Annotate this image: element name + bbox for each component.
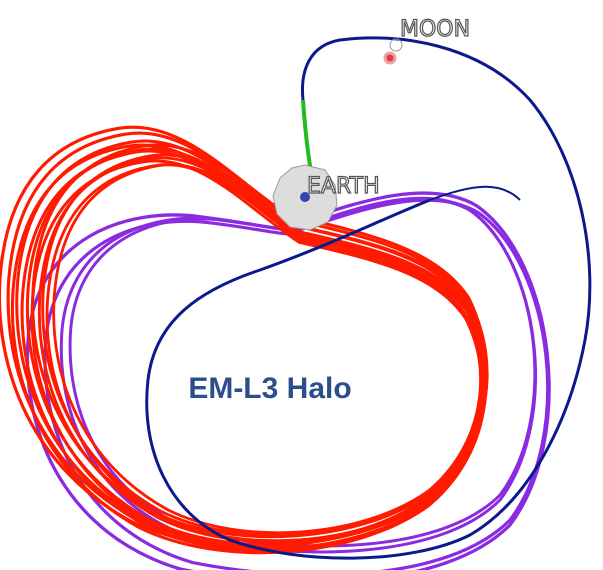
moon (385, 53, 395, 63)
red-halo-orbits (0, 127, 487, 553)
moon-label: MOON (400, 17, 470, 42)
earth-label: EARTH (307, 174, 380, 199)
orbit-label: EM-L3 Halo (188, 372, 351, 405)
red-loop (22, 151, 486, 551)
diagram: EARTH MOON EM-L3 Halo (0, 0, 603, 570)
